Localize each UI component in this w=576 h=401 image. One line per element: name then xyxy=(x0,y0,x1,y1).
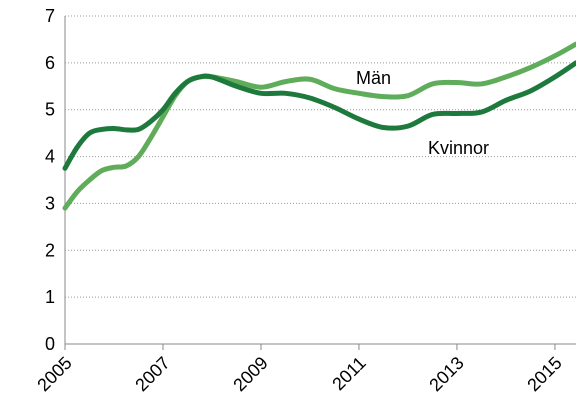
annotation: Män xyxy=(356,68,391,88)
y-tick-label: 6 xyxy=(45,53,55,73)
x-tick-label: 2013 xyxy=(425,353,467,395)
y-tick-label: 4 xyxy=(45,147,55,167)
y-tick-label: 3 xyxy=(45,193,55,213)
y-tick-label: 1 xyxy=(45,287,55,307)
y-tick-label: 5 xyxy=(45,100,55,120)
y-tick-label: 0 xyxy=(45,334,55,354)
x-tick-label: 2005 xyxy=(33,353,75,395)
y-tick-label: 2 xyxy=(45,240,55,260)
annotation: Kvinnor xyxy=(428,138,489,158)
x-tick-label: 2009 xyxy=(229,353,271,395)
x-tick-label: 2011 xyxy=(328,353,370,395)
y-tick-label: 7 xyxy=(45,6,55,26)
line-series xyxy=(62,60,576,171)
x-tick-label: 2007 xyxy=(131,353,173,395)
line-series xyxy=(62,41,576,211)
x-tick-label: 2015 xyxy=(523,353,565,395)
